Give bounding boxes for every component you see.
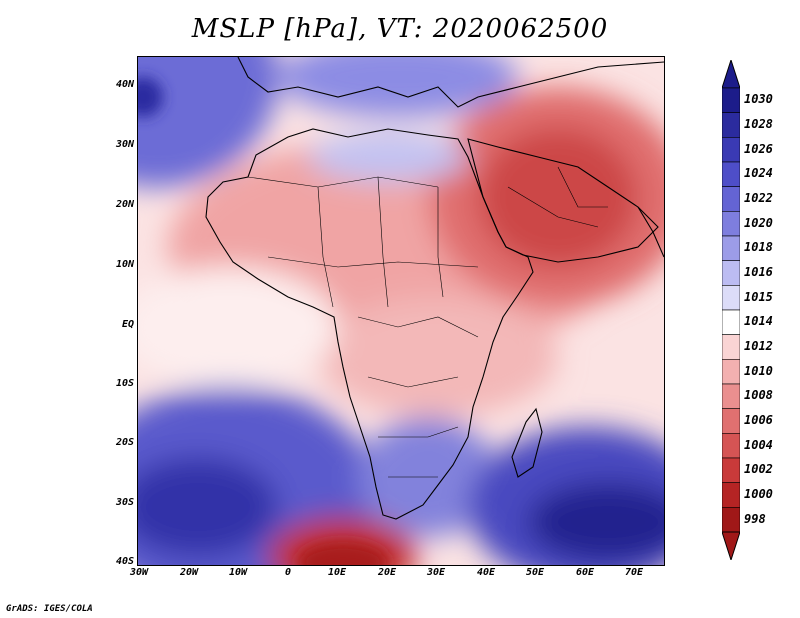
colorbar-label: 1014	[744, 314, 773, 329]
libya-ridge	[308, 132, 468, 182]
colorbar-label: 1010	[744, 363, 773, 378]
colorbar-cell	[722, 235, 740, 261]
colorbar-label: 1004	[744, 437, 773, 452]
colorbar-cell	[722, 482, 740, 508]
lon-tick-20e: 20E	[377, 567, 397, 578]
lat-tick-20s: 20S	[115, 437, 134, 448]
colorbar-cell	[722, 383, 740, 409]
colorbar-label: 1012	[744, 339, 773, 353]
colorbar-cell	[722, 433, 740, 459]
colorbar-cell	[722, 285, 740, 311]
lon-tick-30w: 30W	[129, 567, 149, 578]
lon-tick-50e: 50E	[525, 567, 545, 578]
lon-tick-30e: 30E	[426, 567, 446, 578]
colorbar-label: 1022	[744, 191, 773, 205]
arabian-heat-low	[478, 127, 638, 267]
lat-tick-40s: 40S	[115, 556, 134, 567]
colorbar-cell	[722, 408, 740, 434]
colorbar-label: 998	[744, 511, 766, 526]
lat-tick-10n: 10N	[115, 259, 134, 270]
southern-low-core	[298, 542, 388, 565]
colorbar-cell	[722, 260, 740, 286]
lon-tick-10e: 10E	[327, 567, 347, 578]
colorbar-cell	[722, 457, 740, 483]
colorbar-label: 1028	[744, 117, 773, 131]
map-title: MSLP [hPa], VT: 2020062500	[191, 14, 609, 44]
azores-core	[138, 77, 163, 117]
colorbar-cell	[722, 161, 740, 187]
europe-outline	[237, 57, 664, 108]
st-helena-core	[138, 457, 278, 557]
colorbar-label: 1030	[744, 92, 773, 107]
congo-low-region	[318, 297, 558, 417]
india-outline	[637, 206, 664, 258]
colorbar-cell	[722, 186, 740, 212]
lat-tick-40n: 40N	[115, 79, 134, 90]
colorbar-cell	[722, 87, 740, 113]
colorbar-cell	[722, 211, 740, 237]
colorbar-label: 1015	[744, 289, 773, 304]
colorbar-label: 1026	[744, 141, 773, 156]
lon-tick-20w: 20W	[179, 567, 199, 578]
colorbar-label: 1024	[744, 166, 773, 181]
lat-tick-20n: 20N	[115, 199, 134, 210]
colorbar-cell	[722, 507, 740, 533]
colorbar-label: 1002	[744, 462, 773, 477]
colorbar-label: 1020	[744, 215, 773, 230]
lon-tick-10w: 10W	[228, 567, 248, 578]
colorbar-label: 1016	[744, 265, 773, 279]
colorbar-min-arrow	[722, 531, 740, 560]
lat-tick-30s: 30S	[115, 497, 134, 508]
colorbar-cell	[722, 137, 740, 163]
colorbar-label: 1018	[744, 240, 773, 255]
mslp-map	[137, 56, 665, 566]
madagascar-outline	[511, 407, 543, 478]
lon-tick-0: 0	[284, 567, 292, 578]
colorbar-cell	[722, 309, 740, 335]
colorbar-label: 1008	[744, 388, 773, 403]
lat-tick-30n: 30N	[115, 139, 134, 150]
lat-tick-10s: 10S	[115, 378, 134, 389]
colorbar-cell	[722, 359, 740, 385]
colorbar-label: 1000	[744, 487, 773, 501]
arabia-outline	[467, 138, 659, 263]
azores-high	[138, 57, 278, 187]
lat-tick-eq: EQ	[121, 319, 134, 330]
mslp-field	[138, 57, 664, 565]
colorbar-max-arrow	[722, 60, 740, 89]
lon-tick-40e: 40E	[476, 567, 496, 578]
africa-outline	[205, 128, 534, 520]
colorbar	[722, 60, 740, 560]
mascarene-core	[528, 482, 664, 562]
grads-credit: GrADS: IGES/COLA	[6, 604, 93, 614]
country-borders	[247, 166, 608, 478]
lon-tick-60e: 60E	[575, 567, 595, 578]
mediterranean-high	[278, 57, 518, 117]
colorbar-cell	[722, 334, 740, 360]
colorbar-label: 1006	[744, 413, 773, 427]
colorbar-cell	[722, 112, 740, 138]
lon-tick-70e: 70E	[624, 567, 644, 578]
